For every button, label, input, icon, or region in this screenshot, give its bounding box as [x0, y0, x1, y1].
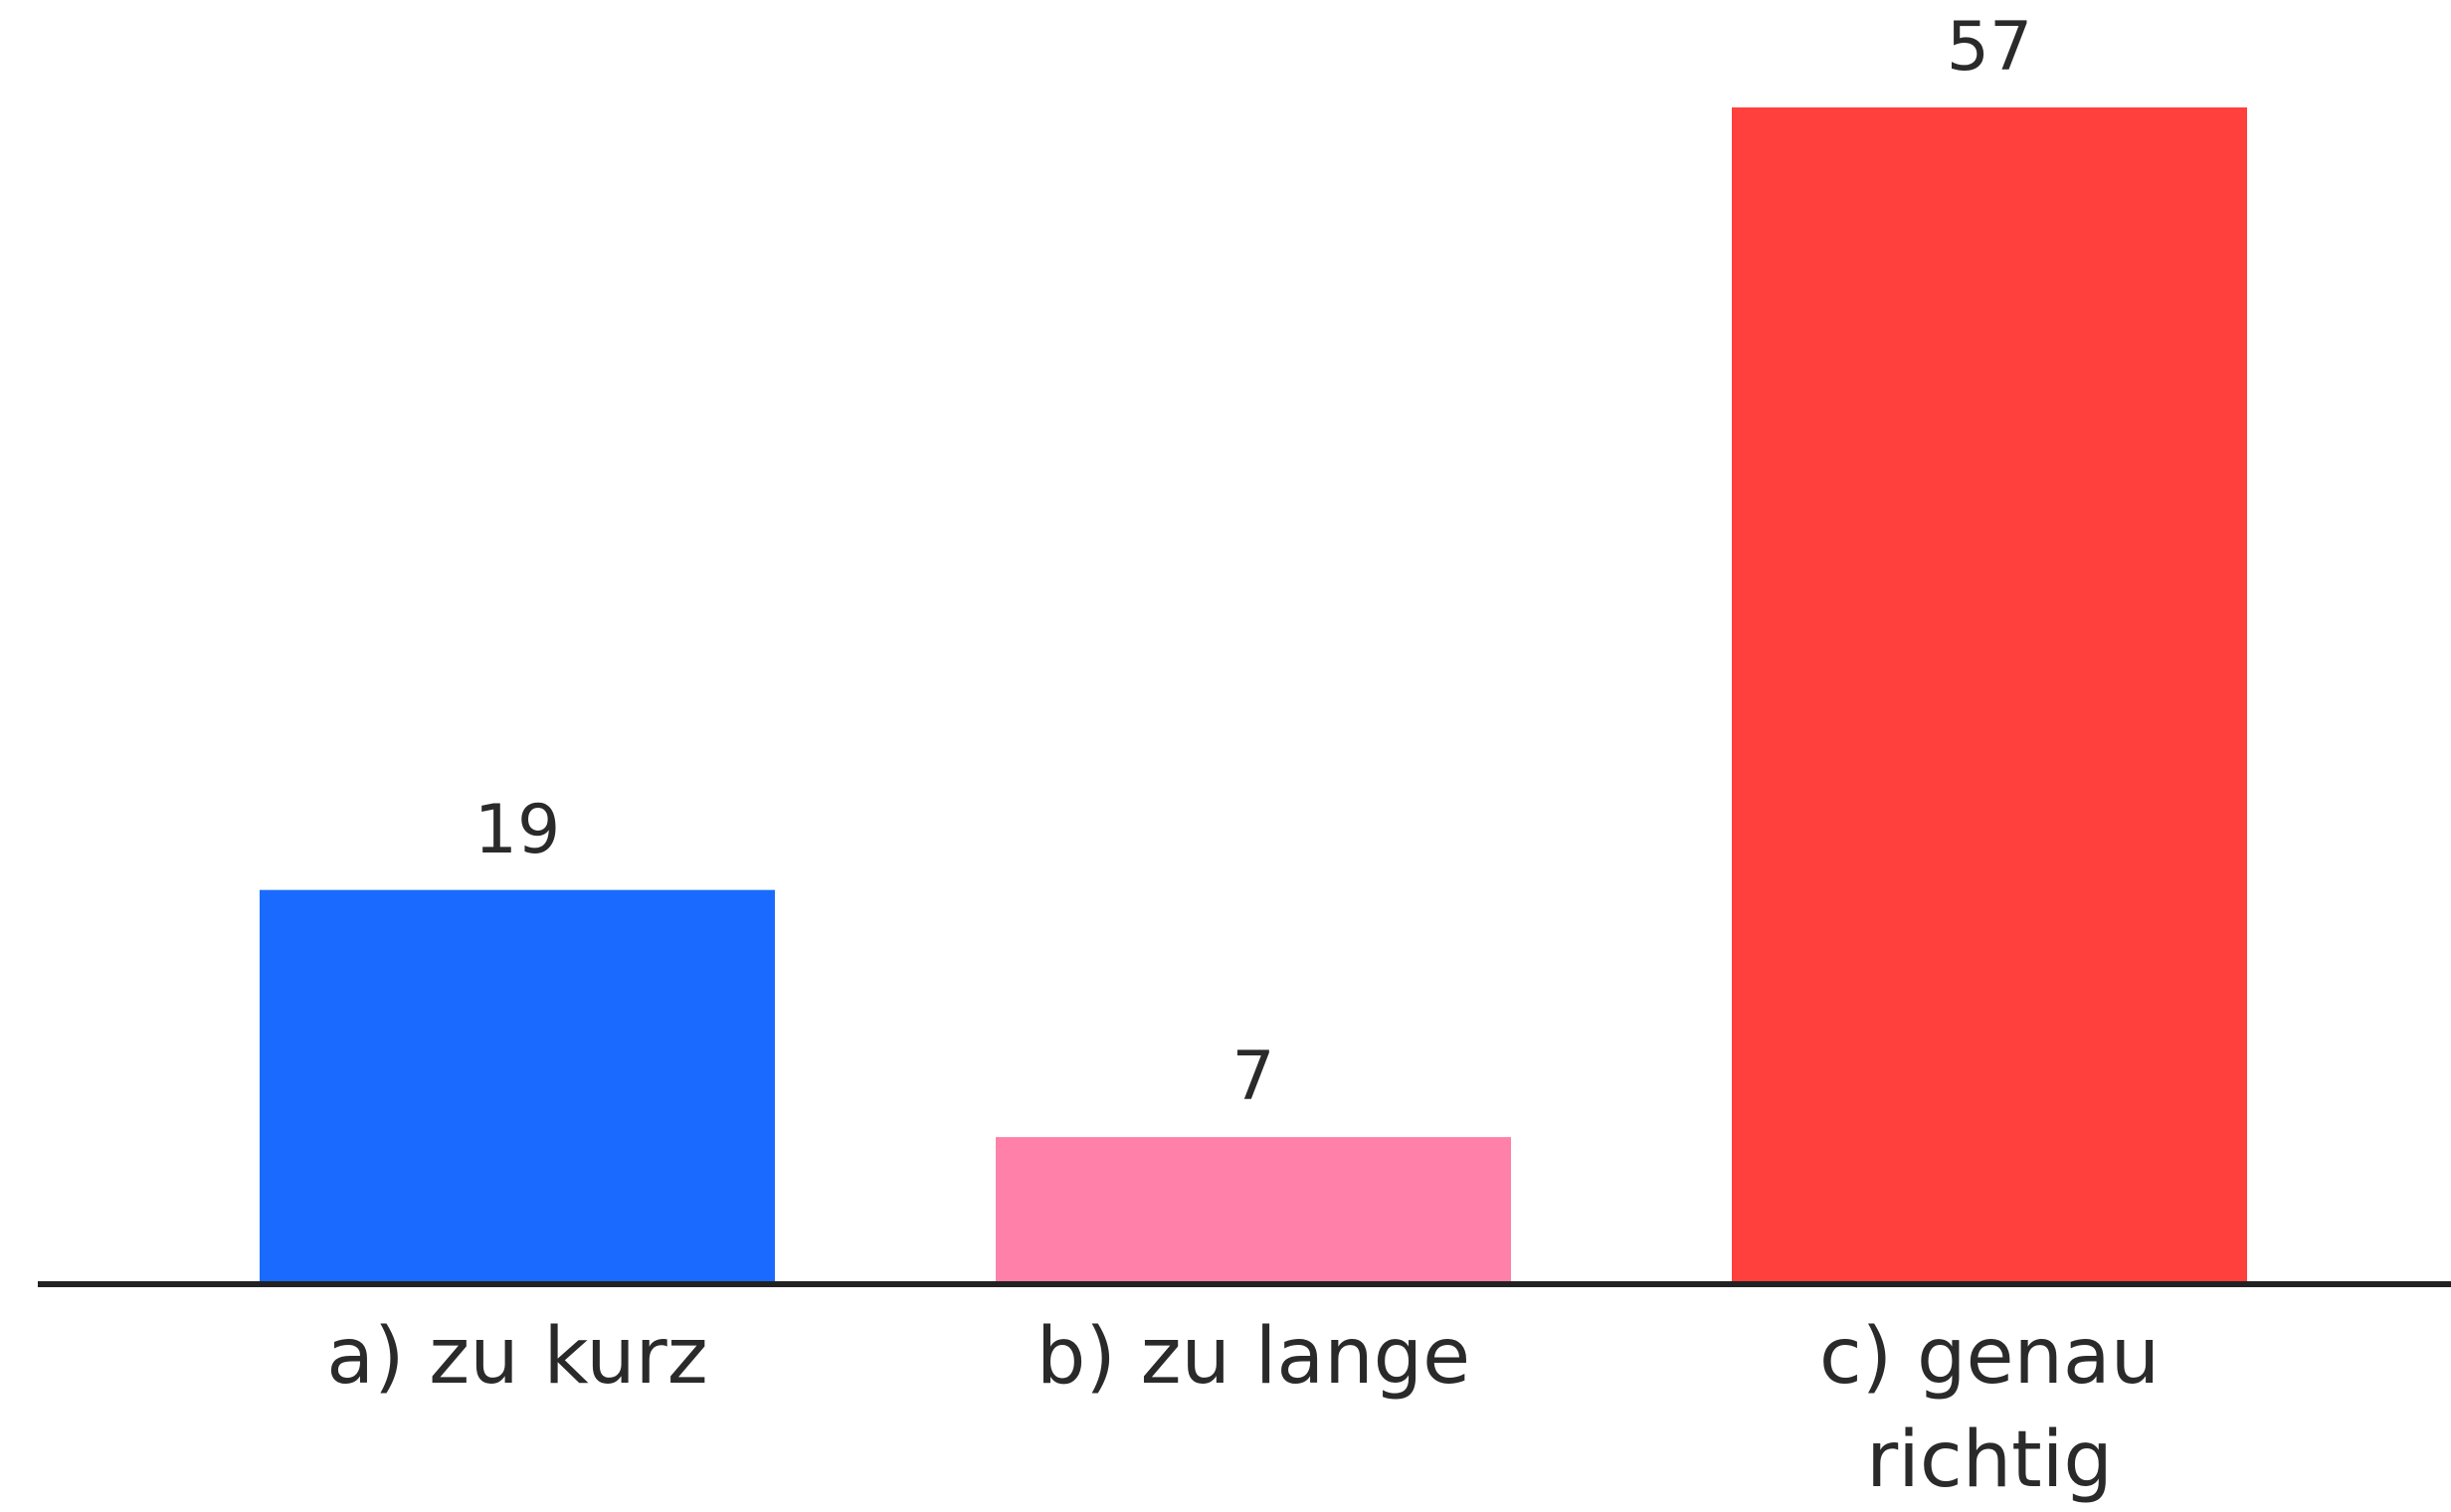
value-label: 7 [1231, 1038, 1275, 1117]
x-tick-label: c) genau richtig [1818, 1312, 2161, 1505]
x-tick-label: b) zu lange [1036, 1312, 1471, 1402]
x-tick-label: a) zu kurz [326, 1312, 708, 1402]
value-label: 19 [473, 790, 561, 869]
value-label: 57 [1946, 8, 2033, 87]
bar [996, 1137, 1511, 1281]
bar [260, 889, 775, 1281]
bar [1732, 107, 2247, 1281]
